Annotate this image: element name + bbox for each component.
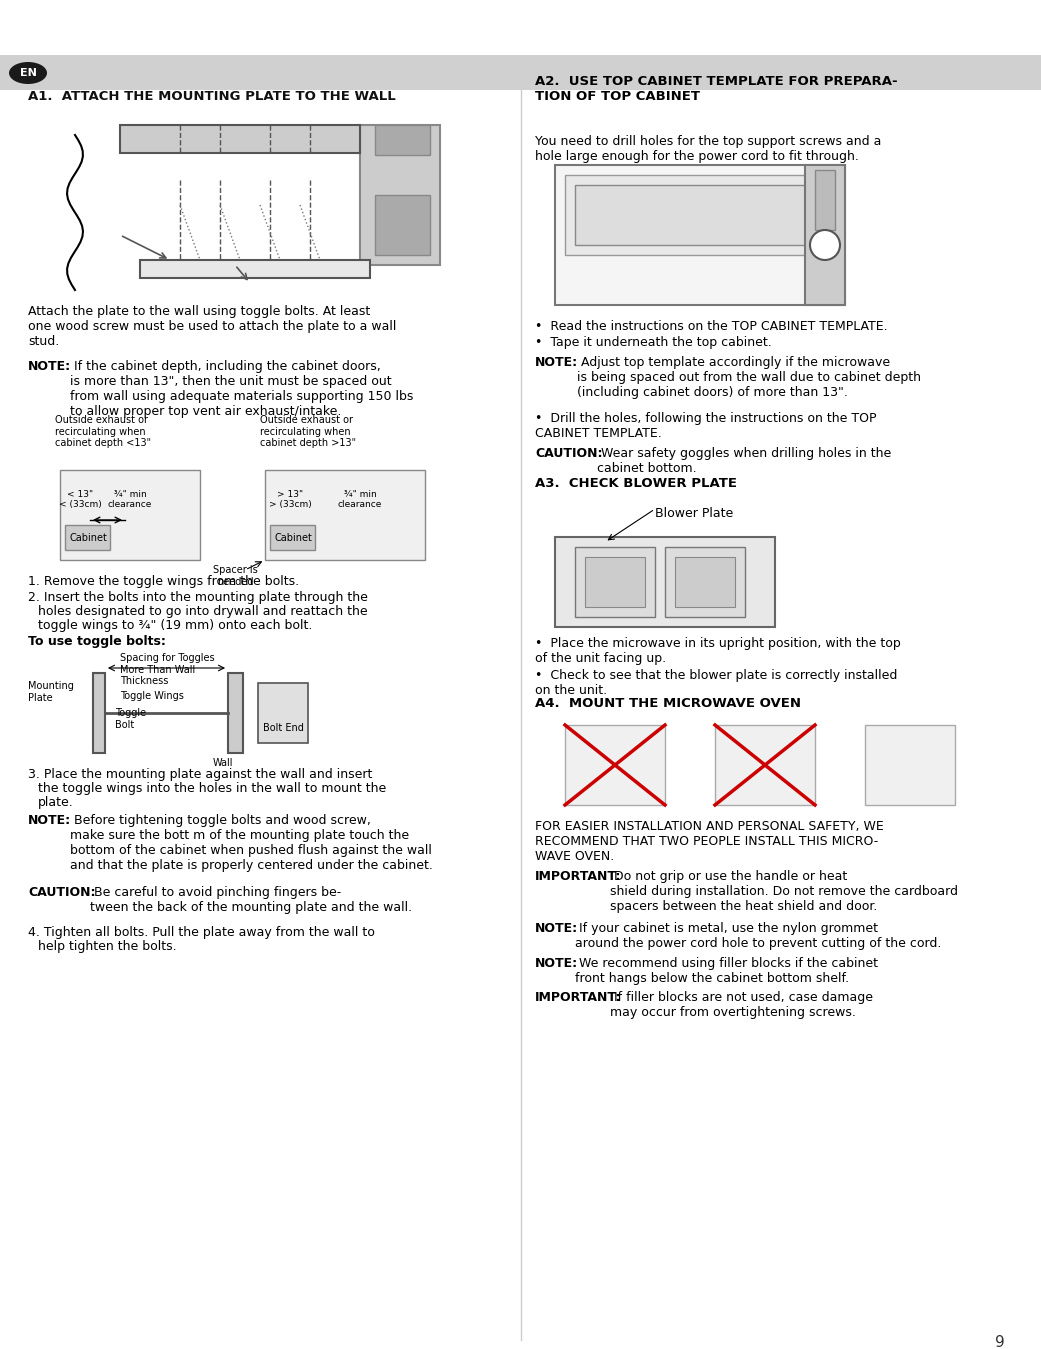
Text: Spacer is
needed: Spacer is needed	[212, 565, 257, 587]
Text: A4.  MOUNT THE MICROWAVE OVEN: A4. MOUNT THE MICROWAVE OVEN	[535, 697, 801, 710]
Text: If filler blocks are not used, case damage
may occur from overtightening screws.: If filler blocks are not used, case dama…	[610, 992, 873, 1018]
Text: •  Read the instructions on the TOP CABINET TEMPLATE.: • Read the instructions on the TOP CABIN…	[535, 320, 888, 333]
Text: FOR EASIER INSTALLATION AND PERSONAL SAFETY, WE
RECOMMEND THAT TWO PEOPLE INSTAL: FOR EASIER INSTALLATION AND PERSONAL SAF…	[535, 820, 884, 863]
Text: NOTE:: NOTE:	[535, 921, 578, 935]
Text: Do not grip or use the handle or heat
shield during installation. Do not remove : Do not grip or use the handle or heat sh…	[610, 870, 958, 913]
Bar	[805, 165, 845, 305]
Text: •  Tape it underneath the top cabinet.: • Tape it underneath the top cabinet.	[535, 336, 771, 349]
Text: EN: EN	[20, 67, 36, 78]
Bar	[375, 125, 430, 155]
Text: You need to drill holes for the top support screws and a
hole large enough for t: You need to drill holes for the top supp…	[535, 135, 882, 163]
Text: CAUTION:: CAUTION:	[535, 447, 603, 460]
Bar	[60, 469, 200, 560]
Bar	[0, 55, 1041, 90]
Text: We recommend using filler blocks if the cabinet
front hangs below the cabinet bo: We recommend using filler blocks if the …	[575, 956, 878, 985]
Text: 2. Insert the bolts into the mounting plate through the: 2. Insert the bolts into the mounting pl…	[28, 591, 367, 604]
Bar	[375, 196, 430, 255]
Bar	[565, 724, 665, 805]
Text: •  Drill the holes, following the instructions on the TOP
CABINET TEMPLATE.: • Drill the holes, following the instruc…	[535, 411, 877, 440]
Bar	[93, 673, 105, 753]
Text: •  Place the microwave in its upright position, with the top
of the unit facing : • Place the microwave in its upright pos…	[535, 637, 900, 665]
Bar	[585, 557, 645, 607]
Bar	[265, 469, 425, 560]
Ellipse shape	[9, 62, 47, 84]
Bar	[575, 185, 826, 246]
Text: holes designated to go into drywall and reattach the: holes designated to go into drywall and …	[39, 604, 367, 618]
Bar	[565, 175, 835, 255]
Text: Be careful to avoid pinching fingers be-
tween the back of the mounting plate an: Be careful to avoid pinching fingers be-…	[90, 886, 412, 915]
Text: Mounting
Plate: Mounting Plate	[28, 681, 74, 703]
Text: •  Check to see that the blower plate is correctly installed
on the unit.: • Check to see that the blower plate is …	[535, 669, 897, 697]
Text: > 13"
> (33cm): > 13" > (33cm)	[269, 490, 311, 510]
Bar	[865, 724, 955, 805]
Text: Cabinet: Cabinet	[274, 533, 312, 544]
Text: If your cabinet is metal, use the nylon grommet
around the power cord hole to pr: If your cabinet is metal, use the nylon …	[575, 921, 941, 950]
Text: Toggle Wings: Toggle Wings	[120, 691, 184, 701]
Text: Outside exhaust or
recirculating when
cabinet depth <13": Outside exhaust or recirculating when ca…	[55, 415, 151, 448]
Text: To use toggle bolts:: To use toggle bolts:	[28, 635, 166, 648]
Bar	[575, 546, 655, 616]
Text: CAUTION:: CAUTION:	[28, 886, 96, 898]
Circle shape	[810, 229, 840, 260]
Text: Cabinet: Cabinet	[69, 533, 107, 544]
Bar	[270, 525, 315, 550]
Text: NOTE:: NOTE:	[535, 956, 578, 970]
Text: the toggle wings into the holes in the wall to mount the: the toggle wings into the holes in the w…	[39, 782, 386, 795]
Text: Before tightening toggle bolts and wood screw,
make sure the bott m of the mount: Before tightening toggle bolts and wood …	[70, 813, 433, 871]
Text: Wall: Wall	[212, 758, 233, 768]
Text: toggle wings to ¾" (19 mm) onto each bolt.: toggle wings to ¾" (19 mm) onto each bol…	[39, 619, 312, 631]
Text: ¾" min
clearance: ¾" min clearance	[338, 490, 382, 510]
Text: Bolt End: Bolt End	[262, 723, 303, 733]
Bar	[675, 557, 735, 607]
Bar	[228, 673, 243, 753]
Text: Blower Plate: Blower Plate	[655, 507, 733, 519]
Text: IMPORTANT:: IMPORTANT:	[535, 870, 621, 884]
Text: Wear safety goggles when drilling holes in the
cabinet bottom.: Wear safety goggles when drilling holes …	[596, 447, 891, 475]
Text: Outside exhaust or
recirculating when
cabinet depth >13": Outside exhaust or recirculating when ca…	[260, 415, 356, 448]
Text: help tighten the bolts.: help tighten the bolts.	[39, 940, 177, 952]
Text: A3.  CHECK BLOWER PLATE: A3. CHECK BLOWER PLATE	[535, 478, 737, 490]
Text: < 13"
< (33cm): < 13" < (33cm)	[58, 490, 101, 510]
Text: Toggle
Bolt: Toggle Bolt	[115, 708, 146, 730]
Text: 1. Remove the toggle wings from the bolts.: 1. Remove the toggle wings from the bolt…	[28, 575, 299, 588]
Text: A2.  USE TOP CABINET TEMPLATE FOR PREPARA-
TION OF TOP CABINET: A2. USE TOP CABINET TEMPLATE FOR PREPARA…	[535, 76, 897, 103]
Text: NOTE:: NOTE:	[28, 813, 71, 827]
Text: A1.  ATTACH THE MOUNTING PLATE TO THE WALL: A1. ATTACH THE MOUNTING PLATE TO THE WAL…	[28, 90, 396, 103]
Text: NOTE:: NOTE:	[28, 360, 71, 374]
Text: 9: 9	[995, 1336, 1005, 1349]
Bar	[665, 546, 745, 616]
Bar	[555, 165, 845, 305]
Text: NOTE:: NOTE:	[535, 356, 578, 370]
Bar	[139, 260, 370, 278]
Bar	[120, 125, 360, 152]
Text: 3. Place the mounting plate against the wall and insert: 3. Place the mounting plate against the …	[28, 768, 373, 781]
Bar	[258, 683, 308, 743]
Text: Adjust top template accordingly if the microwave
is being spaced out from the wa: Adjust top template accordingly if the m…	[577, 356, 921, 399]
Text: IMPORTANT:: IMPORTANT:	[535, 992, 621, 1004]
Bar	[555, 537, 775, 627]
Text: Attach the plate to the wall using toggle bolts. At least
one wood screw must be: Attach the plate to the wall using toggl…	[28, 305, 397, 348]
Text: If the cabinet depth, including the cabinet doors,
is more than 13", then the un: If the cabinet depth, including the cabi…	[70, 360, 413, 418]
Bar	[715, 724, 815, 805]
Text: plate.: plate.	[39, 796, 74, 809]
Bar	[815, 170, 835, 229]
Text: ¾" min
clearance: ¾" min clearance	[108, 490, 152, 510]
Bar	[65, 525, 110, 550]
Text: Spacing for Toggles
More Than Wall
Thickness: Spacing for Toggles More Than Wall Thick…	[120, 653, 214, 687]
Bar	[360, 125, 440, 264]
Text: 4. Tighten all bolts. Pull the plate away from the wall to: 4. Tighten all bolts. Pull the plate awa…	[28, 925, 375, 939]
